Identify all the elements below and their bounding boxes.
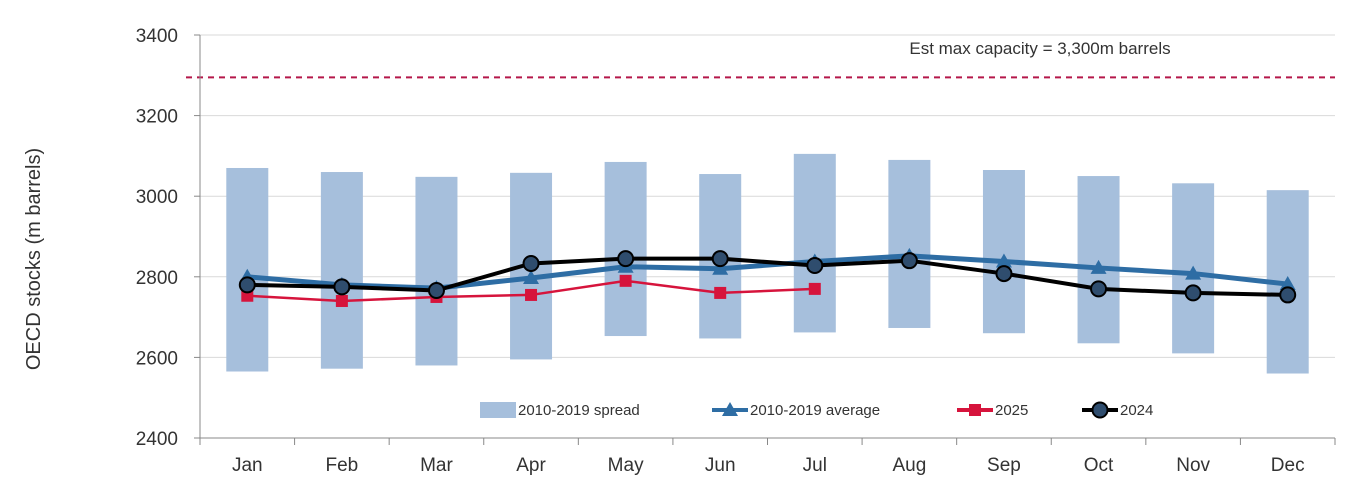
legend-marker xyxy=(969,404,981,416)
legend: 2010-2019 spread 2010-2019 average 2025 202… xyxy=(480,401,1153,419)
capacity-annotation: Est max capacity = 3,300m barrels xyxy=(909,39,1170,58)
y-axis-label: OECD stocks (m barrels) xyxy=(23,148,45,370)
legend-label: 2024 xyxy=(1120,402,1153,419)
x-tick-label: Nov xyxy=(1176,455,1210,476)
spread-bar xyxy=(888,159,931,328)
data-point xyxy=(712,260,729,275)
spread-bar xyxy=(415,176,458,366)
spread-bar xyxy=(793,153,836,333)
data-point xyxy=(714,286,727,299)
series-line xyxy=(247,253,1288,291)
data-point xyxy=(427,282,445,300)
y-tick-label: 2800 xyxy=(136,268,178,289)
spread-bar xyxy=(604,161,647,337)
spread-bar xyxy=(320,172,363,369)
data-point xyxy=(1184,284,1202,302)
legend-item: 2010-2019 spread xyxy=(480,402,640,419)
data-point xyxy=(900,252,918,270)
data-point xyxy=(238,276,256,294)
legend-item: 2010-2019 average xyxy=(712,402,880,419)
data-point xyxy=(525,288,538,301)
y-tick-label: 3200 xyxy=(136,107,178,128)
x-tick-label: Jan xyxy=(232,455,263,476)
data-point xyxy=(1279,286,1297,304)
legend-swatch xyxy=(480,402,516,418)
legend-label: 2010-2019 average xyxy=(750,402,880,419)
legend-item: 2025 xyxy=(957,402,1028,419)
x-tick-label: Apr xyxy=(516,455,546,476)
x-tick-label: Sep xyxy=(987,455,1021,476)
spread-bar xyxy=(1077,176,1120,344)
x-tick-label: May xyxy=(608,455,644,476)
legend-marker xyxy=(1091,401,1109,419)
axes: 2400 2600 2800 3000 3200 3400 Jan Feb Mar Apr May J… xyxy=(136,26,1336,476)
legend-label: 2025 xyxy=(995,402,1028,419)
spread-bars xyxy=(226,153,1309,374)
data-point xyxy=(1090,259,1107,274)
y-tick-label: 2600 xyxy=(136,348,178,369)
y-tick-label: 3400 xyxy=(136,26,178,47)
x-tick-label: Feb xyxy=(326,455,359,476)
legend-item: 2024 xyxy=(1082,401,1153,419)
data-point xyxy=(1279,276,1296,291)
y-tick-label: 2400 xyxy=(136,429,178,450)
x-tick-label: Mar xyxy=(420,455,453,476)
spread-bar xyxy=(982,170,1025,334)
x-tick-label: Jun xyxy=(705,455,736,476)
data-point xyxy=(335,294,348,307)
data-point xyxy=(333,278,351,296)
data-point xyxy=(523,270,540,285)
data-point xyxy=(619,274,632,287)
data-point xyxy=(617,250,635,268)
data-point xyxy=(806,257,824,275)
data-point xyxy=(711,250,729,268)
gridlines xyxy=(200,34,1335,358)
x-tick-label: Aug xyxy=(892,455,926,476)
x-tick-label: Oct xyxy=(1084,455,1114,476)
y-tick-label: 3000 xyxy=(136,187,178,208)
series-2024 xyxy=(238,250,1297,304)
series-line xyxy=(247,256,1288,297)
x-tick-label: Jul xyxy=(803,455,827,476)
legend-marker xyxy=(722,402,738,416)
data-point xyxy=(808,282,821,295)
data-point xyxy=(995,253,1012,268)
data-point xyxy=(995,265,1013,283)
series-lines xyxy=(238,247,1297,307)
x-tick-label: Dec xyxy=(1271,455,1305,476)
legend-label: 2010-2019 spread xyxy=(518,402,640,419)
data-point xyxy=(1090,280,1108,298)
data-point xyxy=(1185,265,1202,280)
data-point xyxy=(522,255,540,273)
